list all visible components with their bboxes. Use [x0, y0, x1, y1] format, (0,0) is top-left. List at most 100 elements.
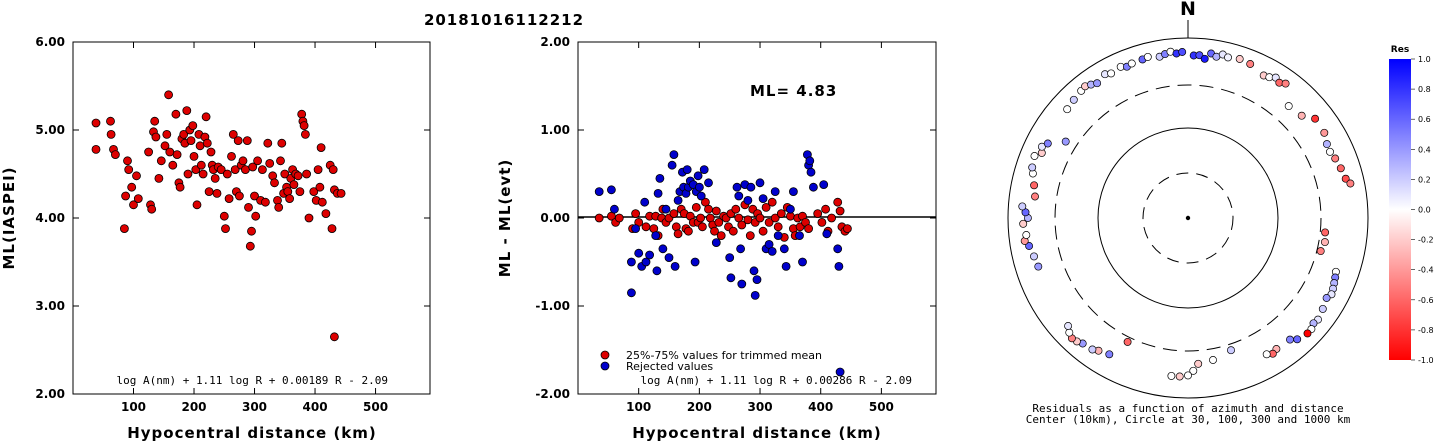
- data-point: [257, 165, 267, 175]
- data-point: [276, 156, 285, 166]
- data-point: [631, 209, 640, 219]
- data-point: [317, 197, 327, 207]
- data-point: [743, 215, 753, 225]
- data-point: [240, 165, 250, 175]
- plot-frame: [72, 41, 431, 395]
- data-point: [594, 187, 604, 197]
- axis-ticks: 100 200 300 400 500 2.00 3.00 4.00 5.00 6.00: [35, 35, 430, 414]
- data-point: [216, 165, 226, 175]
- x-tick-label: 200: [181, 400, 206, 414]
- station-residual-marker: [1061, 137, 1070, 146]
- station-residual-marker: [1189, 366, 1198, 375]
- station-residual-marker: [1320, 128, 1329, 137]
- legend-marker-rejected: [600, 361, 610, 371]
- data-point: [737, 279, 747, 289]
- station-residual-marker: [1303, 329, 1312, 338]
- station-residual-marker: [1235, 55, 1244, 63]
- data-point: [795, 231, 804, 241]
- data-point: [295, 187, 305, 197]
- data-point: [315, 182, 325, 192]
- data-point: [696, 213, 705, 223]
- data-point: [329, 332, 339, 342]
- data-point: [786, 204, 795, 214]
- data-point: [147, 204, 157, 214]
- data-point: [684, 226, 693, 236]
- station-residual-marker: [1209, 356, 1217, 364]
- data-point: [129, 200, 138, 210]
- circle-300km: [1054, 84, 1322, 352]
- data-point: [304, 213, 314, 223]
- data-point: [121, 191, 130, 201]
- station-residual-marker: [1194, 359, 1203, 368]
- data-point: [755, 178, 765, 188]
- data-point: [196, 160, 206, 170]
- station-residual-marker: [1064, 322, 1073, 330]
- data-point: [274, 202, 284, 212]
- colorbar-title: Res: [1391, 45, 1409, 55]
- data-point: [168, 160, 178, 170]
- data-point: [188, 121, 198, 130]
- station-residual-marker: [1088, 345, 1097, 354]
- data-point: [806, 167, 816, 177]
- y-axis-label: ML(IASPEI): [0, 166, 18, 269]
- data-point: [150, 116, 160, 126]
- ml-residual-panel: 100 200 300 400 500 -2.00 -1.00 0.00 1.00 2.00 ML…: [496, 35, 937, 441]
- data-point: [631, 224, 640, 234]
- colorbar-tick-label: -0.8: [1418, 326, 1434, 335]
- y-tick-label: 0.00: [540, 211, 570, 225]
- data-point: [263, 138, 273, 148]
- station-residual-marker: [1030, 181, 1039, 190]
- data-point: [758, 194, 768, 204]
- circle-30km: [1142, 172, 1234, 264]
- colorbar-tick-label: -0.6: [1418, 296, 1434, 305]
- station-residual-marker: [1316, 247, 1325, 256]
- data-point: [827, 213, 836, 223]
- data-point: [641, 257, 651, 267]
- station-residual-marker: [1043, 139, 1052, 148]
- y-tick-label: -2.00: [535, 387, 570, 401]
- x-tick-label: 300: [748, 400, 773, 414]
- data-point: [313, 165, 323, 175]
- colorbar-tick-label: 0.4: [1418, 145, 1431, 154]
- station-residual-marker: [1224, 53, 1232, 62]
- data-point: [248, 162, 258, 172]
- data-point: [201, 112, 211, 122]
- colorbar-gradient: [1389, 59, 1411, 360]
- data-point: [245, 241, 255, 251]
- data-point: [277, 138, 287, 148]
- data-point: [653, 188, 663, 198]
- data-point: [210, 173, 220, 183]
- station-residual-marker: [1065, 328, 1074, 337]
- x-tick-label: 300: [242, 400, 267, 414]
- data-point: [309, 187, 319, 197]
- y-tick-label: 4.00: [35, 211, 65, 225]
- caption-line-1: Residuals as a function of azimuth and d…: [1032, 402, 1343, 415]
- station-residual-marker: [1322, 294, 1331, 302]
- station-residual-marker: [1105, 350, 1114, 359]
- data-point: [133, 194, 143, 204]
- data-point: [696, 191, 706, 201]
- x-axis-label: Hypocentral distance (km): [127, 424, 377, 441]
- data-point: [162, 129, 172, 139]
- station-residual-marker: [1093, 79, 1102, 88]
- data-point: [265, 158, 275, 168]
- data-point: [221, 224, 230, 234]
- legend-label-trimmed: 25%-75% values for trimmed mean: [626, 349, 822, 362]
- colorbar-tick-label: 0.2: [1418, 175, 1431, 184]
- data-point: [767, 246, 777, 256]
- station-residual-marker: [1322, 140, 1331, 149]
- colorbar-tick-label: 0.0: [1418, 206, 1431, 215]
- data-point: [183, 169, 193, 179]
- station-residual-marker: [1175, 372, 1184, 381]
- data-point: [773, 231, 783, 241]
- formula-text: log A(nm) + 1.11 log R + 0.00286 R - 2.0…: [640, 374, 912, 387]
- data-point: [776, 209, 786, 219]
- data-point: [716, 231, 726, 241]
- y-tick-label: 3.00: [35, 299, 65, 313]
- data-point: [186, 136, 196, 146]
- north-label: N: [1180, 0, 1196, 20]
- data-point: [749, 266, 759, 276]
- data-point: [212, 188, 222, 198]
- data-point: [819, 180, 829, 190]
- data-point: [106, 129, 116, 139]
